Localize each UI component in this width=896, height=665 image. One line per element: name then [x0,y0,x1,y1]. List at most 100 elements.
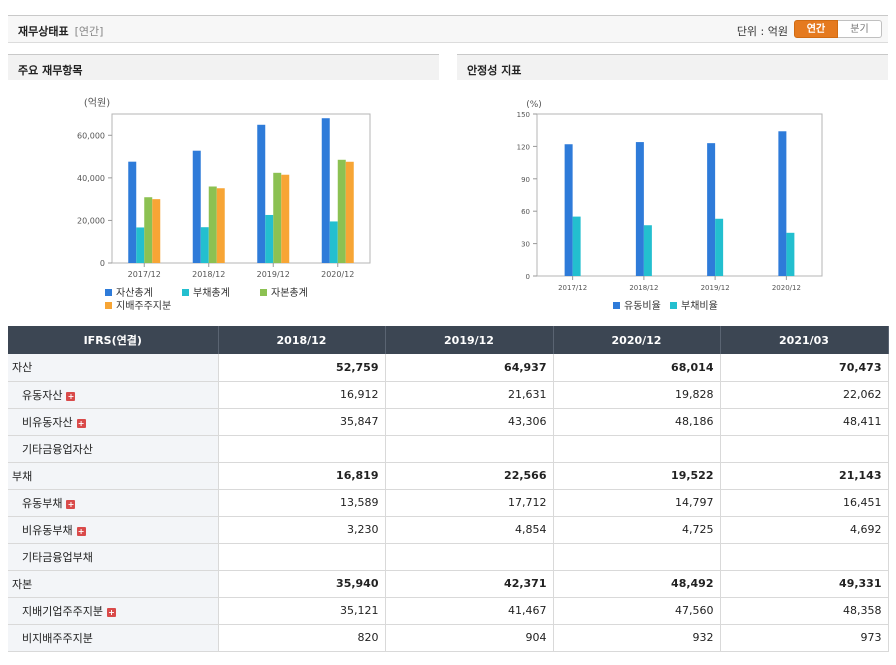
row-label-text: 자본 [12,577,33,591]
bar [329,221,338,263]
row-value: 41,467 [385,597,554,625]
row-value [218,435,386,463]
row-value: 49,331 [720,570,889,598]
row-value: 52,759 [218,354,386,382]
bar [200,227,209,263]
row-label-text: 비지배주주지분 [22,631,93,645]
x-tick-label: 2017/12 [128,270,161,279]
expand-plus-icon[interactable]: + [106,607,116,617]
row-value: 973 [720,624,889,652]
row-value: 35,847 [218,408,386,436]
bar [144,197,153,263]
y-tick-label: 90 [521,176,530,184]
row-label: 자본 [8,570,219,598]
y-tick-label: 120 [517,143,530,151]
bar [321,118,330,263]
row-value: 22,062 [720,381,889,409]
y-tick-label: 30 [521,241,530,249]
bar [265,214,274,263]
row-label: 비지배주주지분 [8,624,219,652]
bar [778,131,787,276]
expand-plus-icon[interactable]: + [76,418,86,428]
y-tick-label: 60,000 [77,131,105,140]
row-label-text: 기타금융업부채 [22,550,93,564]
row-value [720,543,889,571]
row-value: 48,411 [720,408,889,436]
row-label: 지배기업주주지분 + [8,597,219,625]
table-header-period: 2018/12 [218,326,386,354]
bar [572,216,581,276]
row-label: 기타금융업부채 [8,543,219,571]
legend-label: 유동비율 [624,300,661,312]
row-label-text: 유동자산 [22,388,63,402]
legend-label: 지배주주지분 [116,300,171,312]
expand-plus-icon[interactable]: + [76,526,86,536]
row-value: 48,186 [553,408,721,436]
x-tick-label: 2018/12 [192,270,225,279]
x-tick-label: 2020/12 [321,270,354,279]
y-axis-label: (%) [526,100,542,110]
bar [216,188,225,263]
y-tick-label: 60 [521,208,530,216]
table-row: 비유동부채 +3,230 4,854 4,725 4,692 [8,516,889,544]
bar [643,225,652,276]
table-row: 비유동자산 +35,847 43,306 48,186 48,411 [8,408,889,436]
stability-panel-title: 안정성 지표 [457,54,888,80]
legend-swatch [613,302,620,309]
stability-chart: (%) 0 30 60 90 120 150 2017/12 2018/12 2019/12 202… [517,100,823,312]
row-value: 904 [385,624,554,652]
row-value: 3,230 [218,516,386,544]
bar [635,142,644,276]
main-items-panel-title: 주요 재무항목 [8,54,439,80]
quarter-toggle-button[interactable]: 분기 [838,20,882,38]
bar [273,172,282,263]
row-value [553,435,721,463]
legend-label: 부채총계 [193,287,230,299]
row-label-text: 기타금융업자산 [22,442,93,456]
period-toggle: 연간 분기 [794,20,882,38]
row-value: 19,828 [553,381,721,409]
table-row: 자본 35,940 42,371 48,492 49,331 [8,570,889,598]
row-value: 4,692 [720,516,889,544]
table-row: 유동자산 +16,912 21,631 19,828 22,062 [8,381,889,409]
row-value [385,543,554,571]
row-value [720,435,889,463]
bar [128,161,137,263]
table-row: 자산 52,759 64,937 68,014 70,473 [8,354,889,382]
table-row: 유동부채 +13,589 17,712 14,797 16,451 [8,489,889,517]
table-row: 비지배주주지분 820 904 932 973 [8,624,889,652]
row-value: 48,492 [553,570,721,598]
row-label-text: 부채 [12,469,33,483]
statement-period: [연간] [74,25,104,38]
row-value [218,543,386,571]
bar [136,227,145,263]
row-label: 비유동부채 + [8,516,219,544]
row-value: 22,566 [385,462,554,490]
row-value: 43,306 [385,408,554,436]
row-label-text: 유동부채 [22,496,63,510]
expand-plus-icon[interactable]: + [66,499,76,509]
bar [281,174,290,263]
row-label: 부채 [8,462,219,490]
bar [257,124,266,263]
x-tick-label: 2019/12 [257,270,290,279]
legend-label: 부채비율 [681,300,718,312]
row-value: 4,725 [553,516,721,544]
row-label-text: 비유동부채 [22,523,73,537]
row-value: 820 [218,624,386,652]
annual-toggle-button[interactable]: 연간 [794,20,838,38]
row-value: 70,473 [720,354,889,382]
row-label-text: 지배기업주주지분 [22,604,103,618]
legend-swatch [105,289,112,296]
row-value: 35,940 [218,570,386,598]
legend-swatch [182,289,189,296]
bar [707,143,716,276]
y-tick-label: 150 [517,111,530,119]
x-tick-label: 2020/12 [772,284,801,292]
bar [152,199,161,263]
bar [564,144,573,276]
expand-plus-icon[interactable]: + [66,391,76,401]
row-value: 16,819 [218,462,386,490]
legend-label: 자본총계 [271,287,308,299]
table-row: 부채 16,819 22,566 19,522 21,143 [8,462,889,490]
